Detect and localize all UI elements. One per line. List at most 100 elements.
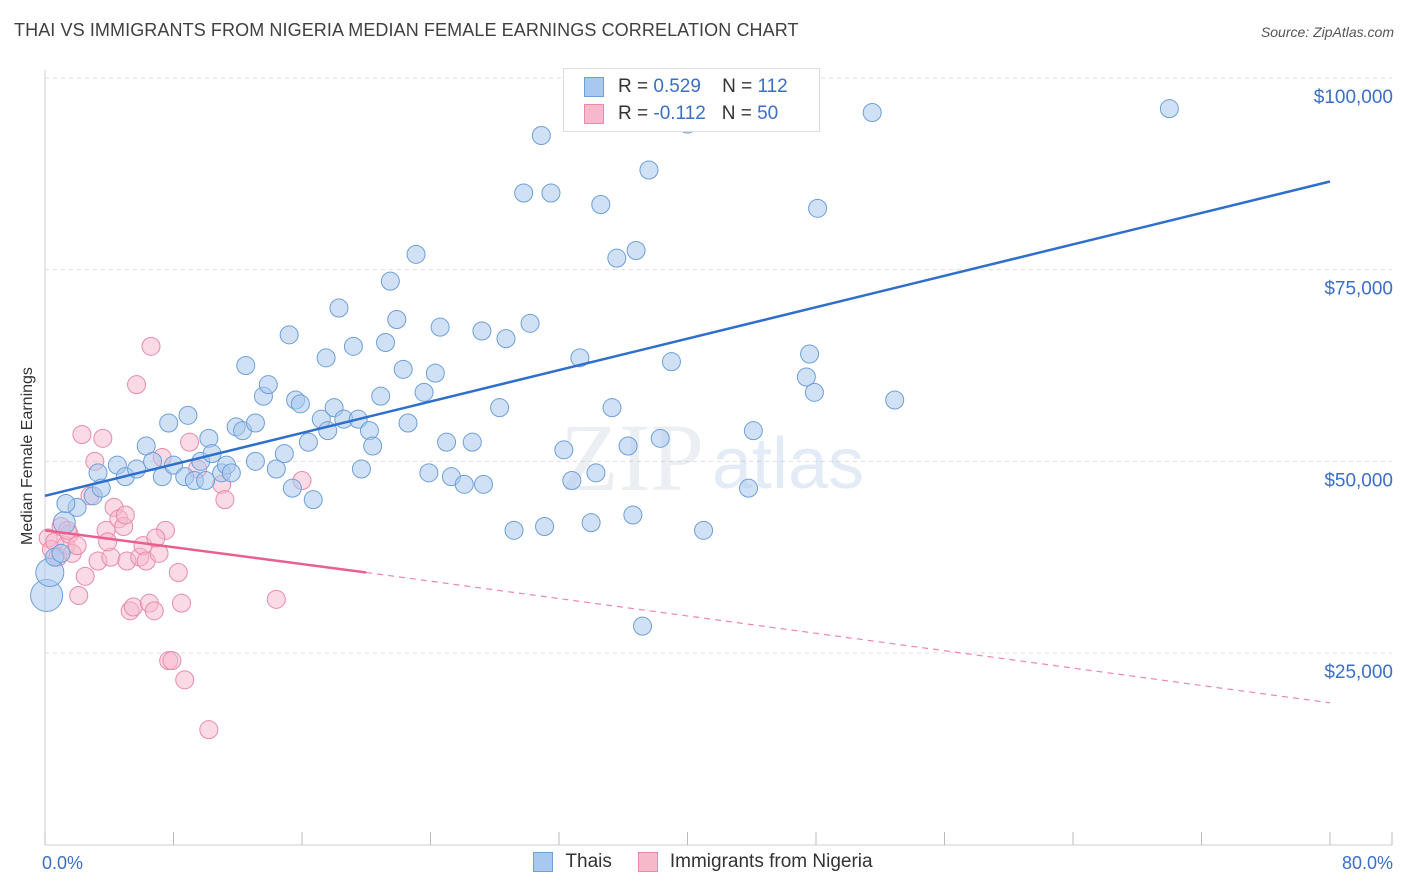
nigeria-point [180,432,200,452]
y-tick-label: $100,000 [1314,87,1393,108]
thai-point [298,432,318,452]
thai-point [808,198,828,218]
thai-point [626,241,646,260]
thai-point [504,520,524,540]
thai-point [266,459,286,479]
chart-title: THAI VS IMMIGRANTS FROM NIGERIA MEDIAN F… [14,20,799,40]
thai-point [329,298,349,318]
stats-row-nigeria: R = -0.112 N = 50 [584,101,778,127]
thai-point [694,520,714,540]
y-tick-label: $75,000 [1324,279,1393,300]
nigeria-point [115,505,135,525]
nigeria-point [75,566,95,586]
thai-trend-line [44,180,1331,498]
thai-point [376,333,396,352]
thai-point [290,394,310,414]
grid-lines [45,77,1392,654]
thai-point [661,352,681,372]
thai-point [245,451,265,471]
x-tick-label: 0.0% [42,853,83,873]
nigeria-point [101,547,121,567]
x-tick-label: 80.0% [1342,853,1393,873]
thai-point [862,103,882,122]
nigeria-point [168,563,188,582]
thai-point [56,494,76,513]
watermark-zip: ZIP [560,404,704,511]
thai-point [419,463,439,483]
legend-item-thais[interactable]: Thais [533,851,612,873]
nigeria-point [93,428,113,448]
thai-point [885,390,905,410]
thai-point [739,478,759,498]
thai-point [359,421,379,441]
source-label: Source: ZipAtlas.com [1260,24,1394,40]
r-label: R = [618,103,649,124]
thai-point [462,432,482,452]
thai-point [796,367,816,387]
thai-point [51,543,71,563]
thai-point [581,513,601,533]
thai-point [570,348,590,368]
nigeria-point [72,425,92,444]
thai-point [393,359,413,379]
trend-lines [44,180,1331,704]
nigeria-point [127,375,147,395]
thai-point [586,463,606,483]
thai-point [245,413,265,433]
nigeria-point [141,336,161,356]
thai-point [650,428,670,448]
thai-point [316,348,336,368]
thai-point [380,271,400,291]
watermark: ZIP atlas [560,404,864,511]
y-tick-label: $25,000 [1324,662,1393,683]
thai-point [520,313,540,333]
thai-point [274,444,294,464]
thai-point [437,432,457,452]
thai-point [743,421,763,441]
r-value: -0.112 [653,103,706,124]
thai-point [363,436,383,456]
thai-points [30,99,1179,636]
n-value: 112 [757,76,788,97]
nigeria-swatch [584,104,604,124]
thai-point [602,398,622,418]
thais-swatch [584,77,604,97]
thai-point [1159,99,1179,119]
thai-point [282,478,302,498]
thai-point [800,344,820,364]
thai-point [351,459,371,479]
thai-point [425,363,445,383]
thai-point [279,325,299,345]
nigeria-point [175,670,195,690]
thai-point [474,474,494,494]
nigeria-point [123,597,143,617]
r-label: R = [618,76,649,97]
tick-labels: $25,000 $50,000 $75,000 $100,000 0.0% 80.0% [42,87,1393,873]
nigeria-point [67,536,87,556]
thai-point [490,398,510,418]
thai-point [343,336,363,356]
legend-item-nigeria[interactable]: Immigrants from Nigeria [637,851,873,873]
thai-point [88,463,108,483]
thai-point [618,436,638,456]
nigeria-point [144,601,164,621]
thai-point [196,471,216,490]
axes [44,70,1393,846]
thai-point [387,310,407,329]
nigeria-trend-line [44,529,367,574]
nigeria-point [172,593,192,613]
legend-label-thais: Thais [565,851,612,872]
series-legend: Thais Immigrants from Nigeria [0,851,1406,873]
thai-point [591,195,611,214]
nigeria-trend-extension [366,571,1331,704]
thai-point [406,244,426,264]
nigeria-point [98,532,118,552]
thai-point [623,505,643,525]
n-label: N = [721,103,752,124]
thai-point [258,375,278,395]
nigeria-legend-swatch [637,852,658,872]
y-tick-label: $50,000 [1324,470,1393,491]
thai-point [562,471,582,490]
nigeria-point [69,586,89,605]
legend-label-nigeria: Immigrants from Nigeria [669,851,873,872]
